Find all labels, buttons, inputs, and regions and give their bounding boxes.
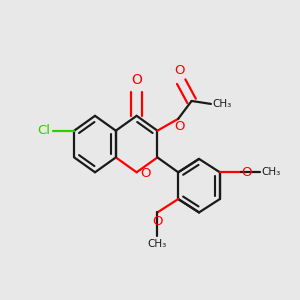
- Text: O: O: [175, 64, 185, 77]
- Text: CH₃: CH₃: [212, 99, 232, 109]
- Text: O: O: [175, 120, 185, 133]
- Text: Cl: Cl: [37, 124, 50, 137]
- Text: CH₃: CH₃: [148, 239, 167, 249]
- Text: O: O: [140, 167, 151, 180]
- Text: O: O: [152, 215, 163, 228]
- Text: CH₃: CH₃: [262, 167, 281, 177]
- Text: O: O: [131, 73, 142, 87]
- Text: O: O: [242, 166, 252, 179]
